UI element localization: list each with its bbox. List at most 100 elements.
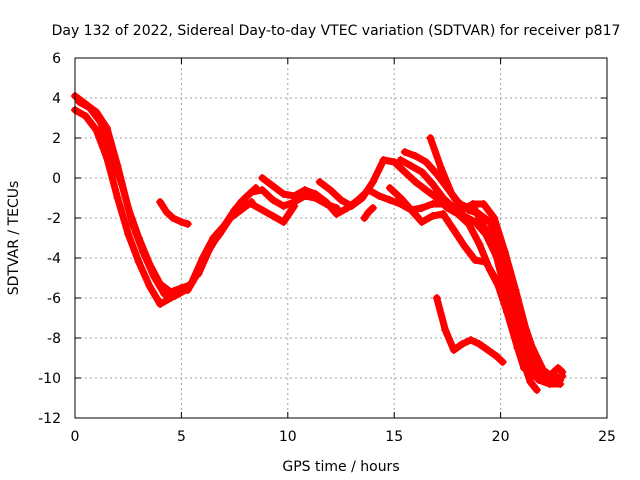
data-point [300, 186, 309, 194]
data-point [471, 256, 480, 264]
data-point [534, 376, 543, 384]
data-point [81, 112, 90, 120]
data-point [466, 336, 475, 344]
data-point [258, 206, 267, 214]
series-track-4 [156, 198, 192, 228]
data-point [439, 194, 448, 202]
x-tick-label: 20 [492, 429, 510, 445]
data-point [554, 364, 563, 372]
data-point [422, 158, 431, 166]
data-point [441, 326, 450, 334]
data-point [439, 210, 448, 218]
data-point [458, 206, 467, 214]
x-tick-label: 10 [279, 429, 297, 445]
data-point [411, 152, 420, 160]
data-point [481, 226, 490, 234]
data-point [149, 272, 158, 280]
data-point [475, 240, 484, 248]
data-point [447, 190, 456, 198]
data-point [511, 286, 520, 294]
data-point [526, 378, 535, 386]
x-tick-label: 25 [598, 429, 616, 445]
data-point [396, 156, 405, 164]
data-point [417, 168, 426, 176]
data-point [337, 196, 345, 204]
data-point [156, 300, 165, 308]
data-point [422, 186, 431, 194]
data-point [464, 220, 473, 228]
data-point [532, 358, 541, 366]
data-point [437, 164, 446, 172]
chart-title: Day 132 of 2022, Sidereal Day-to-day VTE… [52, 23, 621, 39]
data-point [247, 200, 256, 208]
data-point [347, 202, 356, 210]
data-point [332, 210, 341, 218]
y-tick-label: 2 [52, 131, 61, 147]
data-point [558, 368, 567, 376]
data-point [258, 186, 267, 194]
data-point [400, 168, 409, 176]
series-band [426, 134, 566, 382]
series-layer [71, 92, 567, 394]
y-tick-label: -12 [38, 411, 61, 427]
data-point [385, 184, 394, 192]
data-point [279, 202, 288, 210]
y-tick-label: -10 [38, 371, 61, 387]
series-track-15 [432, 294, 507, 366]
data-point [139, 248, 148, 256]
data-point [145, 282, 154, 290]
data-point [241, 194, 250, 202]
x-axis-label: GPS time / hours [282, 459, 399, 475]
series-band [156, 198, 192, 228]
data-point [268, 182, 277, 190]
data-point [215, 228, 224, 236]
data-point [258, 174, 267, 182]
data-point [322, 198, 331, 206]
series-track-8 [247, 200, 299, 226]
data-point [117, 180, 126, 188]
data-point [188, 278, 197, 286]
data-point [290, 192, 299, 200]
data-point [226, 214, 235, 222]
data-point [156, 198, 165, 206]
data-point [481, 258, 490, 266]
data-point [279, 190, 288, 198]
data-point [326, 186, 335, 194]
data-point [432, 170, 441, 178]
data-point [194, 270, 203, 278]
data-point [390, 158, 399, 166]
data-point [475, 210, 484, 218]
data-point [492, 352, 501, 360]
data-point [396, 194, 405, 202]
data-point [96, 118, 105, 126]
data-point [458, 340, 467, 348]
y-tick-label: -2 [47, 211, 61, 227]
data-point [251, 184, 260, 192]
series-track-16 [360, 204, 377, 222]
plot-frame [74, 57, 608, 419]
data-point [379, 156, 388, 164]
series-track-5 [183, 186, 341, 294]
data-point [428, 180, 437, 188]
data-point [183, 220, 192, 228]
data-point [279, 218, 288, 226]
y-tick-label: 6 [52, 51, 61, 67]
data-point [268, 196, 277, 204]
data-point [85, 104, 94, 112]
data-point [545, 380, 554, 388]
x-tick-label: 0 [71, 429, 80, 445]
data-point [513, 330, 522, 338]
grid-layer [75, 58, 607, 418]
data-point [479, 200, 488, 208]
data-point [522, 326, 531, 334]
data-point [113, 194, 122, 202]
y-tick-label: -4 [47, 251, 61, 267]
data-point [290, 202, 299, 210]
data-point [358, 194, 367, 202]
y-tick-label: -8 [47, 331, 61, 347]
x-tick-label: 5 [177, 429, 186, 445]
series-band [501, 274, 541, 394]
data-point [426, 134, 435, 142]
data-point [500, 274, 509, 282]
y-tick-label: 0 [52, 171, 61, 187]
